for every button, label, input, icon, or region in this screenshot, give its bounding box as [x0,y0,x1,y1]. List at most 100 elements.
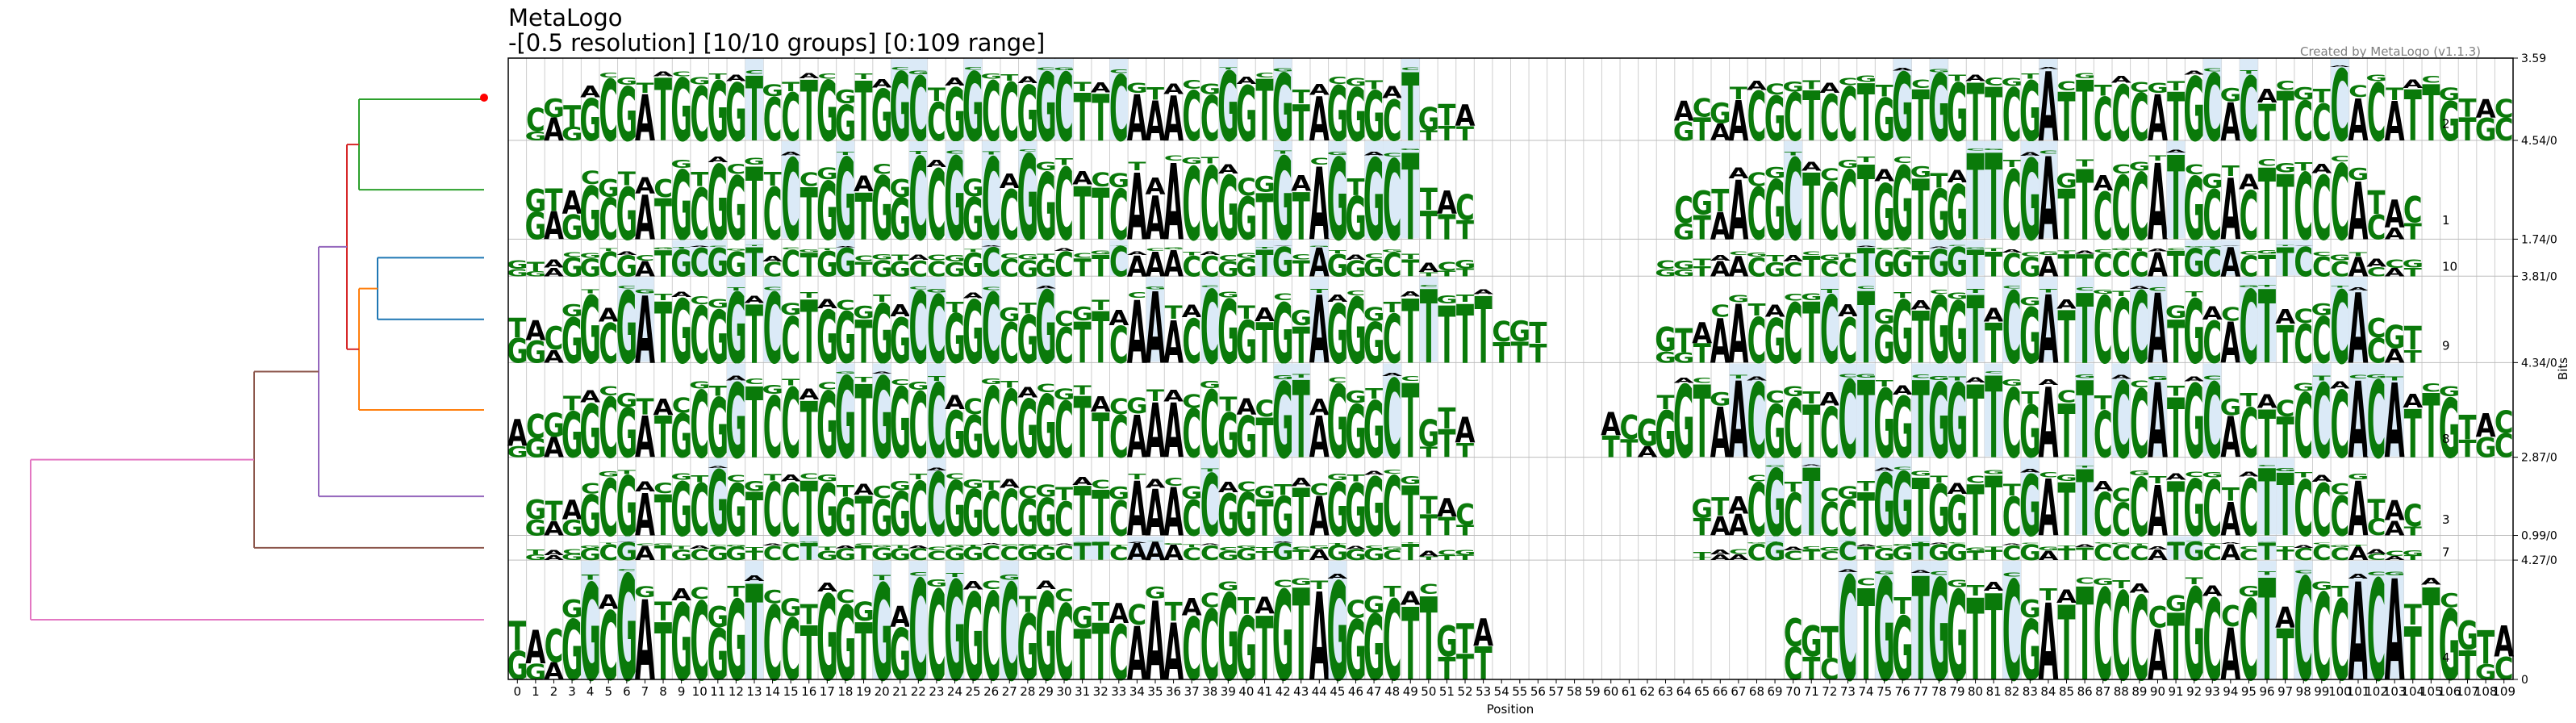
logo-letter: C [2094,180,2113,255]
conserved-highlight [1292,363,1310,457]
logo-letter: C [927,150,946,262]
logo-letter: C [908,571,928,577]
logo-letter: G [507,331,528,370]
logo-letter: T [1620,435,1639,463]
conserved-highlight [2312,363,2332,457]
x-axis-label: Position [1487,702,1534,717]
logo-letter: A [1364,469,1384,476]
x-tick-label: 97 [2277,684,2293,699]
logo-letter: T [2076,361,2094,483]
logo-letter: A [635,173,656,199]
logo-letter: A [1346,253,1367,261]
x-tick-label: 21 [892,684,908,699]
logo-letter: T [1693,112,1712,148]
logo-letter: A [890,600,911,634]
logo-letter: C [2240,395,2259,474]
logo-letter: T [2331,583,2348,600]
logo-letter: T [782,79,800,94]
conserved-highlight [1018,140,1037,239]
logo-letter: G [1272,362,1293,483]
logo-letter: C [2202,55,2222,162]
chart-title: MetaLogo [508,4,623,31]
group-label: 3 [2442,512,2450,527]
logo-letter: G [2074,374,2095,379]
logo-letter: T [2167,245,2185,286]
logo-letter: A [580,83,600,102]
logo-letter: G [525,183,546,219]
logo-letter: C [2331,50,2350,164]
logo-letter: T [2277,245,2295,247]
logo-letter: G [889,175,910,203]
logo-letter: G [1254,172,1275,198]
logo-letter: G [2092,576,2113,587]
x-tick-label: 12 [729,684,744,699]
logo-letter: T [2459,408,2478,448]
logo-letter: A [726,73,747,83]
logo-letter: G [2329,253,2350,262]
x-tick-label: 6 [623,684,631,699]
x-tick-label: 51 [1439,684,1455,699]
logo-letter: A [544,265,565,278]
logo-letter: T [800,540,818,566]
logo-letter: G [1381,546,1402,551]
logo-letter: C [2294,91,2313,154]
conserved-highlight [1383,140,1401,239]
logo-letter: A [2403,391,2423,412]
logo-letter: C [982,274,1001,386]
x-tick-label: 70 [1785,684,1801,699]
logo-letter: T [1128,472,1146,482]
conserved-highlight [2148,277,2167,362]
logo-letter: C [1747,540,1767,566]
logo-letter: T [745,60,763,163]
logo-letter: G [2348,165,2369,184]
logo-letter: C [2312,362,2332,482]
logo-letter: A [1728,250,1748,283]
logo-letter: T [2258,249,2276,284]
logo-letter: T [837,482,855,500]
logo-letter: C [2240,250,2259,256]
logo-letter: T [1893,594,1911,621]
logo-letter: A [1437,493,1457,524]
logo-letter: C [1054,494,1074,548]
logo-letter: T [1346,174,1364,201]
x-tick-label: 5 [604,684,612,699]
logo-letter: C [1693,376,1712,385]
logo-letter: G [525,206,546,249]
logo-letter: G [1964,546,1985,552]
logo-letter: A [690,246,710,248]
logo-letter: C [2294,570,2313,575]
x-tick-label: 95 [2241,684,2257,699]
x-tick-label: 71 [1804,684,1819,699]
logo-letter: C [1966,148,1985,152]
logo-letter: G [2129,160,2150,173]
logo-letter: G [2202,470,2223,479]
logo-letter: G [708,453,729,558]
logo-letter: G [2238,583,2259,600]
logo-letter: A [1036,579,1057,591]
conserved-highlight [1856,363,1876,457]
logo-letter: G [1418,102,1439,139]
logo-letter: G [689,379,710,391]
logo-letter: G [2019,252,2040,283]
logo-letter: C [2221,600,2240,633]
logo-letter: G [835,240,856,286]
logo-letter: T [1292,95,1310,153]
logo-letter: T [2240,390,2257,412]
logo-letter: T [1329,543,1347,545]
x-tick-label: 82 [2004,684,2019,699]
logo-letter: A [1437,184,1457,221]
logo-letter: G [2475,112,2496,148]
logo-letter: T [1948,374,1966,382]
logo-letter: G [1363,255,1384,282]
logo-letter: A [835,545,855,549]
logo-letter: C [1620,408,1639,447]
logo-letter: T [2112,290,2130,298]
x-tick-label: 79 [1949,684,1964,699]
logo-letter: G [1873,305,1894,328]
logo-letter: G [725,68,746,160]
x-tick-label: 58 [1567,684,1582,699]
logo-letter: C [763,469,783,554]
logo-letter: A [544,347,565,367]
logo-letter: A [1255,304,1275,326]
logo-letter: G [562,207,582,247]
